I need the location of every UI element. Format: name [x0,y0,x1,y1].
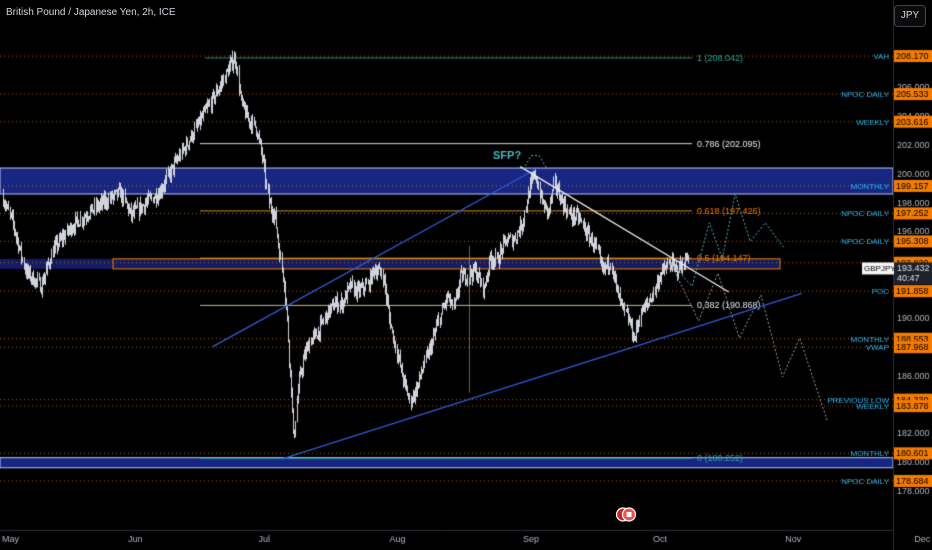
chart-title: British Pound / Japanese Yen, 2h, ICE [6,7,176,18]
replay-marker-icon[interactable] [615,506,637,523]
currency-button[interactable]: JPY [894,5,926,27]
